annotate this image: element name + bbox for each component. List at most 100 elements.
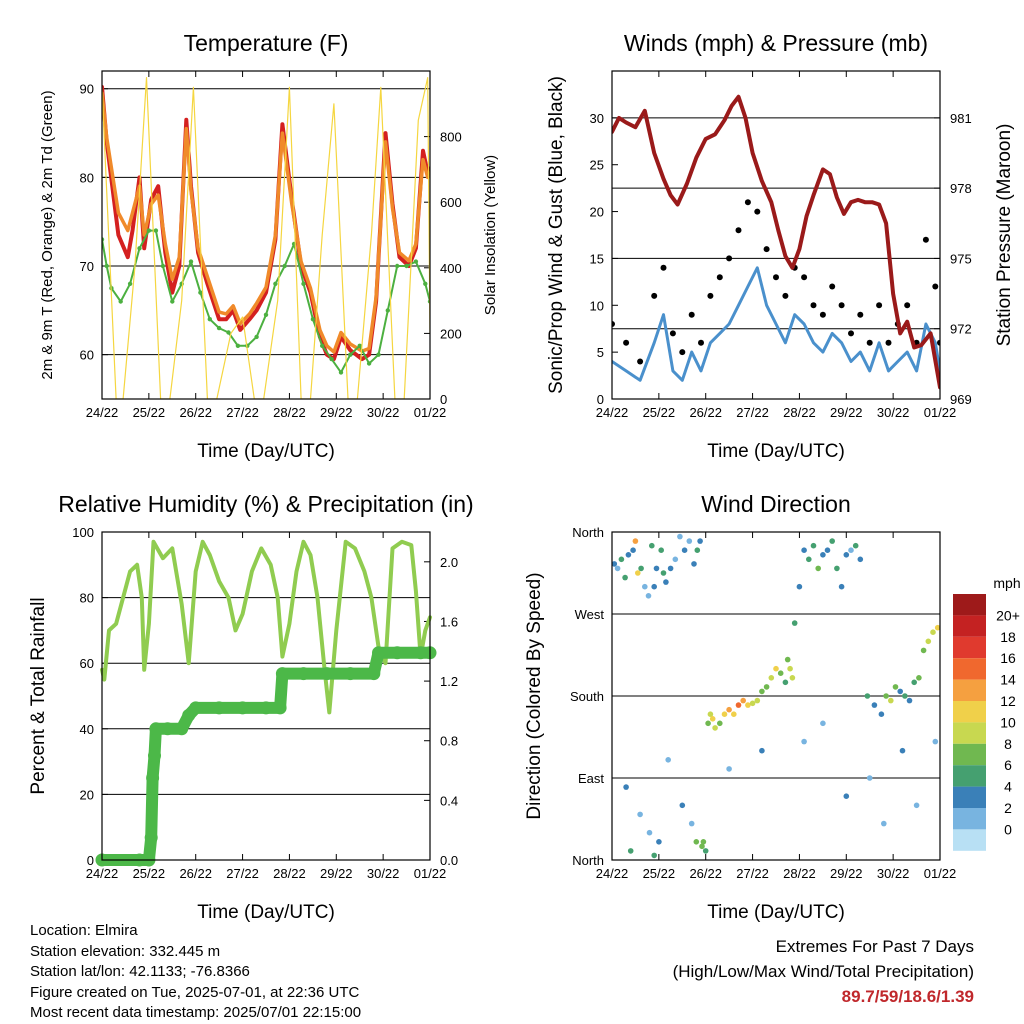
legend-swatch xyxy=(953,743,986,766)
gust-point xyxy=(735,227,742,234)
recent-timestamp: Most recent data timestamp: 2025/07/01 2… xyxy=(30,1004,362,1021)
legend-swatch xyxy=(953,658,986,680)
y2-tick-label: 972 xyxy=(950,322,972,337)
gust-point xyxy=(922,236,929,243)
dewpoint-point xyxy=(310,317,316,322)
gust-point xyxy=(937,339,940,346)
legend-swatch xyxy=(953,786,986,808)
x-tick-label: 01/22 xyxy=(924,866,957,881)
dewpoint-point xyxy=(170,299,175,304)
direction-point xyxy=(810,542,817,549)
gust-point xyxy=(782,292,789,299)
legend-swatch xyxy=(953,722,986,744)
direction-point xyxy=(611,561,618,567)
y2-axis-label: Station Pressure (Maroon) xyxy=(994,124,1015,347)
extremes-subheading: (High/Low/Max Wind/Total Precipitation) xyxy=(672,962,974,981)
x-tick-label: 25/22 xyxy=(133,866,166,881)
dewpoint-point xyxy=(413,259,419,264)
legend-swatch xyxy=(953,594,986,616)
direction-point xyxy=(913,802,920,809)
direction-point xyxy=(688,820,695,827)
legend-title: mph xyxy=(993,575,1020,591)
x-tick-label: 26/22 xyxy=(689,866,722,881)
gust-point xyxy=(754,208,761,215)
precip-point xyxy=(144,831,158,845)
gust-point xyxy=(707,292,714,299)
precip-point xyxy=(236,701,250,715)
x-tick-label: 30/22 xyxy=(877,405,910,420)
direction-point xyxy=(638,565,644,572)
direction-point xyxy=(635,570,641,576)
dewpoint-point xyxy=(153,228,159,233)
dewpoint-point xyxy=(207,317,212,322)
direction-point xyxy=(699,843,705,850)
direction-point xyxy=(622,574,628,581)
direction-point xyxy=(759,747,765,754)
dewpoint-point xyxy=(385,308,390,313)
y-tick-label: 30 xyxy=(590,111,604,126)
precip-point xyxy=(212,701,226,715)
legend-label: 20+ xyxy=(996,607,1020,623)
direction-point xyxy=(843,552,850,558)
x-tick-label: 30/22 xyxy=(877,866,910,881)
y-tick-label: North xyxy=(572,525,604,540)
x-tick-label: 29/22 xyxy=(320,866,353,881)
gust-point xyxy=(716,274,723,281)
direction-point xyxy=(897,688,903,695)
x-tick-label: 24/22 xyxy=(596,405,629,420)
dewpoint-point xyxy=(404,263,409,269)
gust-point xyxy=(819,311,826,318)
y-tick-label: 10 xyxy=(590,298,604,313)
direction-point xyxy=(694,547,701,553)
direction-point xyxy=(777,670,784,676)
panel-temperature: Temperature (F) 24/22 25/22 26/22 27/22 28/22… xyxy=(39,30,499,462)
x-tick-label: 27/22 xyxy=(736,405,769,420)
humidity-series xyxy=(95,539,437,867)
dewpoint-point xyxy=(104,263,109,269)
direction-point xyxy=(932,738,939,745)
y-tick-label: North xyxy=(572,853,604,868)
legend-swatch xyxy=(953,636,986,659)
extremes-box: Extremes For Past 7 Days (High/Low/Max W… xyxy=(673,934,974,1009)
x-tick-label: 26/22 xyxy=(689,405,722,420)
direction-point xyxy=(899,747,906,754)
x-tick-label: 01/22 xyxy=(924,405,957,420)
dewpoint-point xyxy=(263,312,269,317)
panel-title: Relative Humidity (%) & Precipitation (i… xyxy=(58,491,473,517)
direction-point xyxy=(691,561,697,567)
direction-point xyxy=(625,552,632,558)
direction-point xyxy=(637,811,643,818)
y2-tick-label: 400 xyxy=(440,261,462,276)
direction-point xyxy=(731,711,737,717)
gust-point xyxy=(660,264,667,271)
dewpoint-point xyxy=(282,263,287,269)
dewpoint-point xyxy=(127,281,133,286)
x-axis-label: Time (Day/UTC) xyxy=(707,441,845,462)
gust-point xyxy=(866,339,873,346)
direction-point xyxy=(754,697,761,704)
precip-point xyxy=(372,646,385,660)
series-pressure-line xyxy=(612,94,940,390)
gust-point xyxy=(773,274,779,281)
direction-point xyxy=(820,720,826,727)
direction-point xyxy=(709,716,716,722)
direction-point xyxy=(665,757,671,763)
gust-point xyxy=(679,349,686,356)
dewpoint-point xyxy=(160,263,166,269)
gust-point xyxy=(744,199,751,206)
station-info: Location: Elmira Station elevation: 332.… xyxy=(30,921,361,1024)
y-tick-label: 0 xyxy=(87,853,94,868)
gust-point xyxy=(688,311,695,318)
extremes-heading: Extremes For Past 7 Days xyxy=(775,937,974,956)
winds-series xyxy=(612,94,940,390)
direction-point xyxy=(911,679,917,686)
panel-direction: Wind Direction 24/22 25/22 26/22 27/22 28/22 2… xyxy=(524,491,956,923)
direction-point xyxy=(759,688,765,695)
gust-point xyxy=(829,283,836,290)
x-tick-label: 27/22 xyxy=(226,866,259,881)
direction-point xyxy=(646,829,653,836)
direction-point xyxy=(925,638,932,645)
legend-swatch xyxy=(953,679,986,701)
x-tick-label: 28/22 xyxy=(273,866,306,881)
station-elevation: Station elevation: 332.445 m xyxy=(30,942,221,960)
